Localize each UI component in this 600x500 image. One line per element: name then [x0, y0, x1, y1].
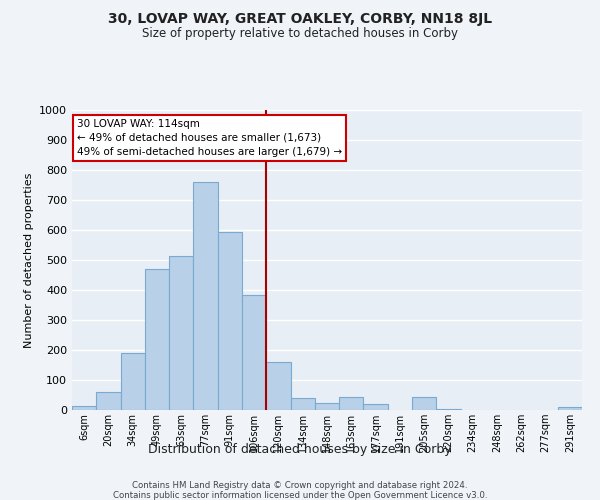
Bar — [169, 256, 193, 410]
Bar — [364, 404, 388, 410]
Bar — [96, 392, 121, 410]
Bar — [339, 396, 364, 410]
Text: Contains HM Land Registry data © Crown copyright and database right 2024.: Contains HM Land Registry data © Crown c… — [132, 481, 468, 490]
Text: 30 LOVAP WAY: 114sqm
← 49% of detached houses are smaller (1,673)
49% of semi-de: 30 LOVAP WAY: 114sqm ← 49% of detached h… — [77, 119, 342, 157]
Text: 30, LOVAP WAY, GREAT OAKLEY, CORBY, NN18 8JL: 30, LOVAP WAY, GREAT OAKLEY, CORBY, NN18… — [108, 12, 492, 26]
Bar — [436, 408, 461, 410]
Bar — [218, 232, 242, 410]
Text: Distribution of detached houses by size in Corby: Distribution of detached houses by size … — [148, 442, 452, 456]
Bar — [242, 294, 266, 410]
Bar — [290, 398, 315, 410]
Bar — [193, 182, 218, 410]
Text: Size of property relative to detached houses in Corby: Size of property relative to detached ho… — [142, 28, 458, 40]
Bar — [72, 406, 96, 410]
Text: Contains public sector information licensed under the Open Government Licence v3: Contains public sector information licen… — [113, 491, 487, 500]
Bar — [266, 362, 290, 410]
Bar — [145, 269, 169, 410]
Bar — [558, 407, 582, 410]
Y-axis label: Number of detached properties: Number of detached properties — [23, 172, 34, 348]
Bar — [315, 402, 339, 410]
Bar — [412, 396, 436, 410]
Bar — [121, 353, 145, 410]
